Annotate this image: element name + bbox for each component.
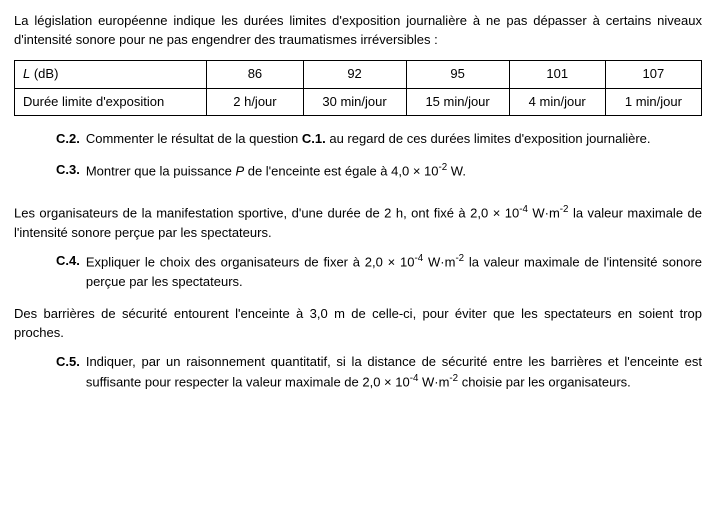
question-number: C.4. bbox=[56, 252, 86, 291]
question-c3: C.3. Montrer que la puissance P de l'enc… bbox=[14, 161, 702, 181]
table-cell: 95 bbox=[406, 60, 509, 88]
question-number: C.3. bbox=[56, 161, 86, 181]
question-text: Indiquer, par un raisonnement quantitati… bbox=[86, 353, 702, 392]
exposure-limits-table: L (dB) 86 92 95 101 107 Durée limite d'e… bbox=[14, 60, 702, 117]
question-number: C.2. bbox=[56, 130, 86, 149]
question-text: Montrer que la puissance P de l'enceinte… bbox=[86, 161, 702, 181]
intro-paragraph: La législation européenne indique les du… bbox=[14, 12, 702, 50]
question-c4: C.4. Expliquer le choix des organisateur… bbox=[14, 252, 702, 291]
table-cell: 86 bbox=[207, 60, 303, 88]
question-text: Expliquer le choix des organisateurs de … bbox=[86, 252, 702, 291]
context-paragraph: Des barrières de sécurité entourent l'en… bbox=[14, 305, 702, 343]
table-cell: 107 bbox=[605, 60, 701, 88]
table-cell: 15 min/jour bbox=[406, 88, 509, 116]
row-header: L (dB) bbox=[15, 60, 207, 88]
context-paragraph: Les organisateurs de la manifestation sp… bbox=[14, 203, 702, 242]
table-cell: 101 bbox=[509, 60, 605, 88]
table-cell: 1 min/jour bbox=[605, 88, 701, 116]
table-cell: 2 h/jour bbox=[207, 88, 303, 116]
table-row: Durée limite d'exposition 2 h/jour 30 mi… bbox=[15, 88, 702, 116]
question-text: Commenter le résultat de la question C.1… bbox=[86, 130, 702, 149]
table-cell: 30 min/jour bbox=[303, 88, 406, 116]
table-row: L (dB) 86 92 95 101 107 bbox=[15, 60, 702, 88]
question-c5: C.5. Indiquer, par un raisonnement quant… bbox=[14, 353, 702, 392]
question-c2: C.2. Commenter le résultat de la questio… bbox=[14, 130, 702, 149]
question-number: C.5. bbox=[56, 353, 86, 392]
table-cell: 4 min/jour bbox=[509, 88, 605, 116]
table-cell: 92 bbox=[303, 60, 406, 88]
row-header: Durée limite d'exposition bbox=[15, 88, 207, 116]
